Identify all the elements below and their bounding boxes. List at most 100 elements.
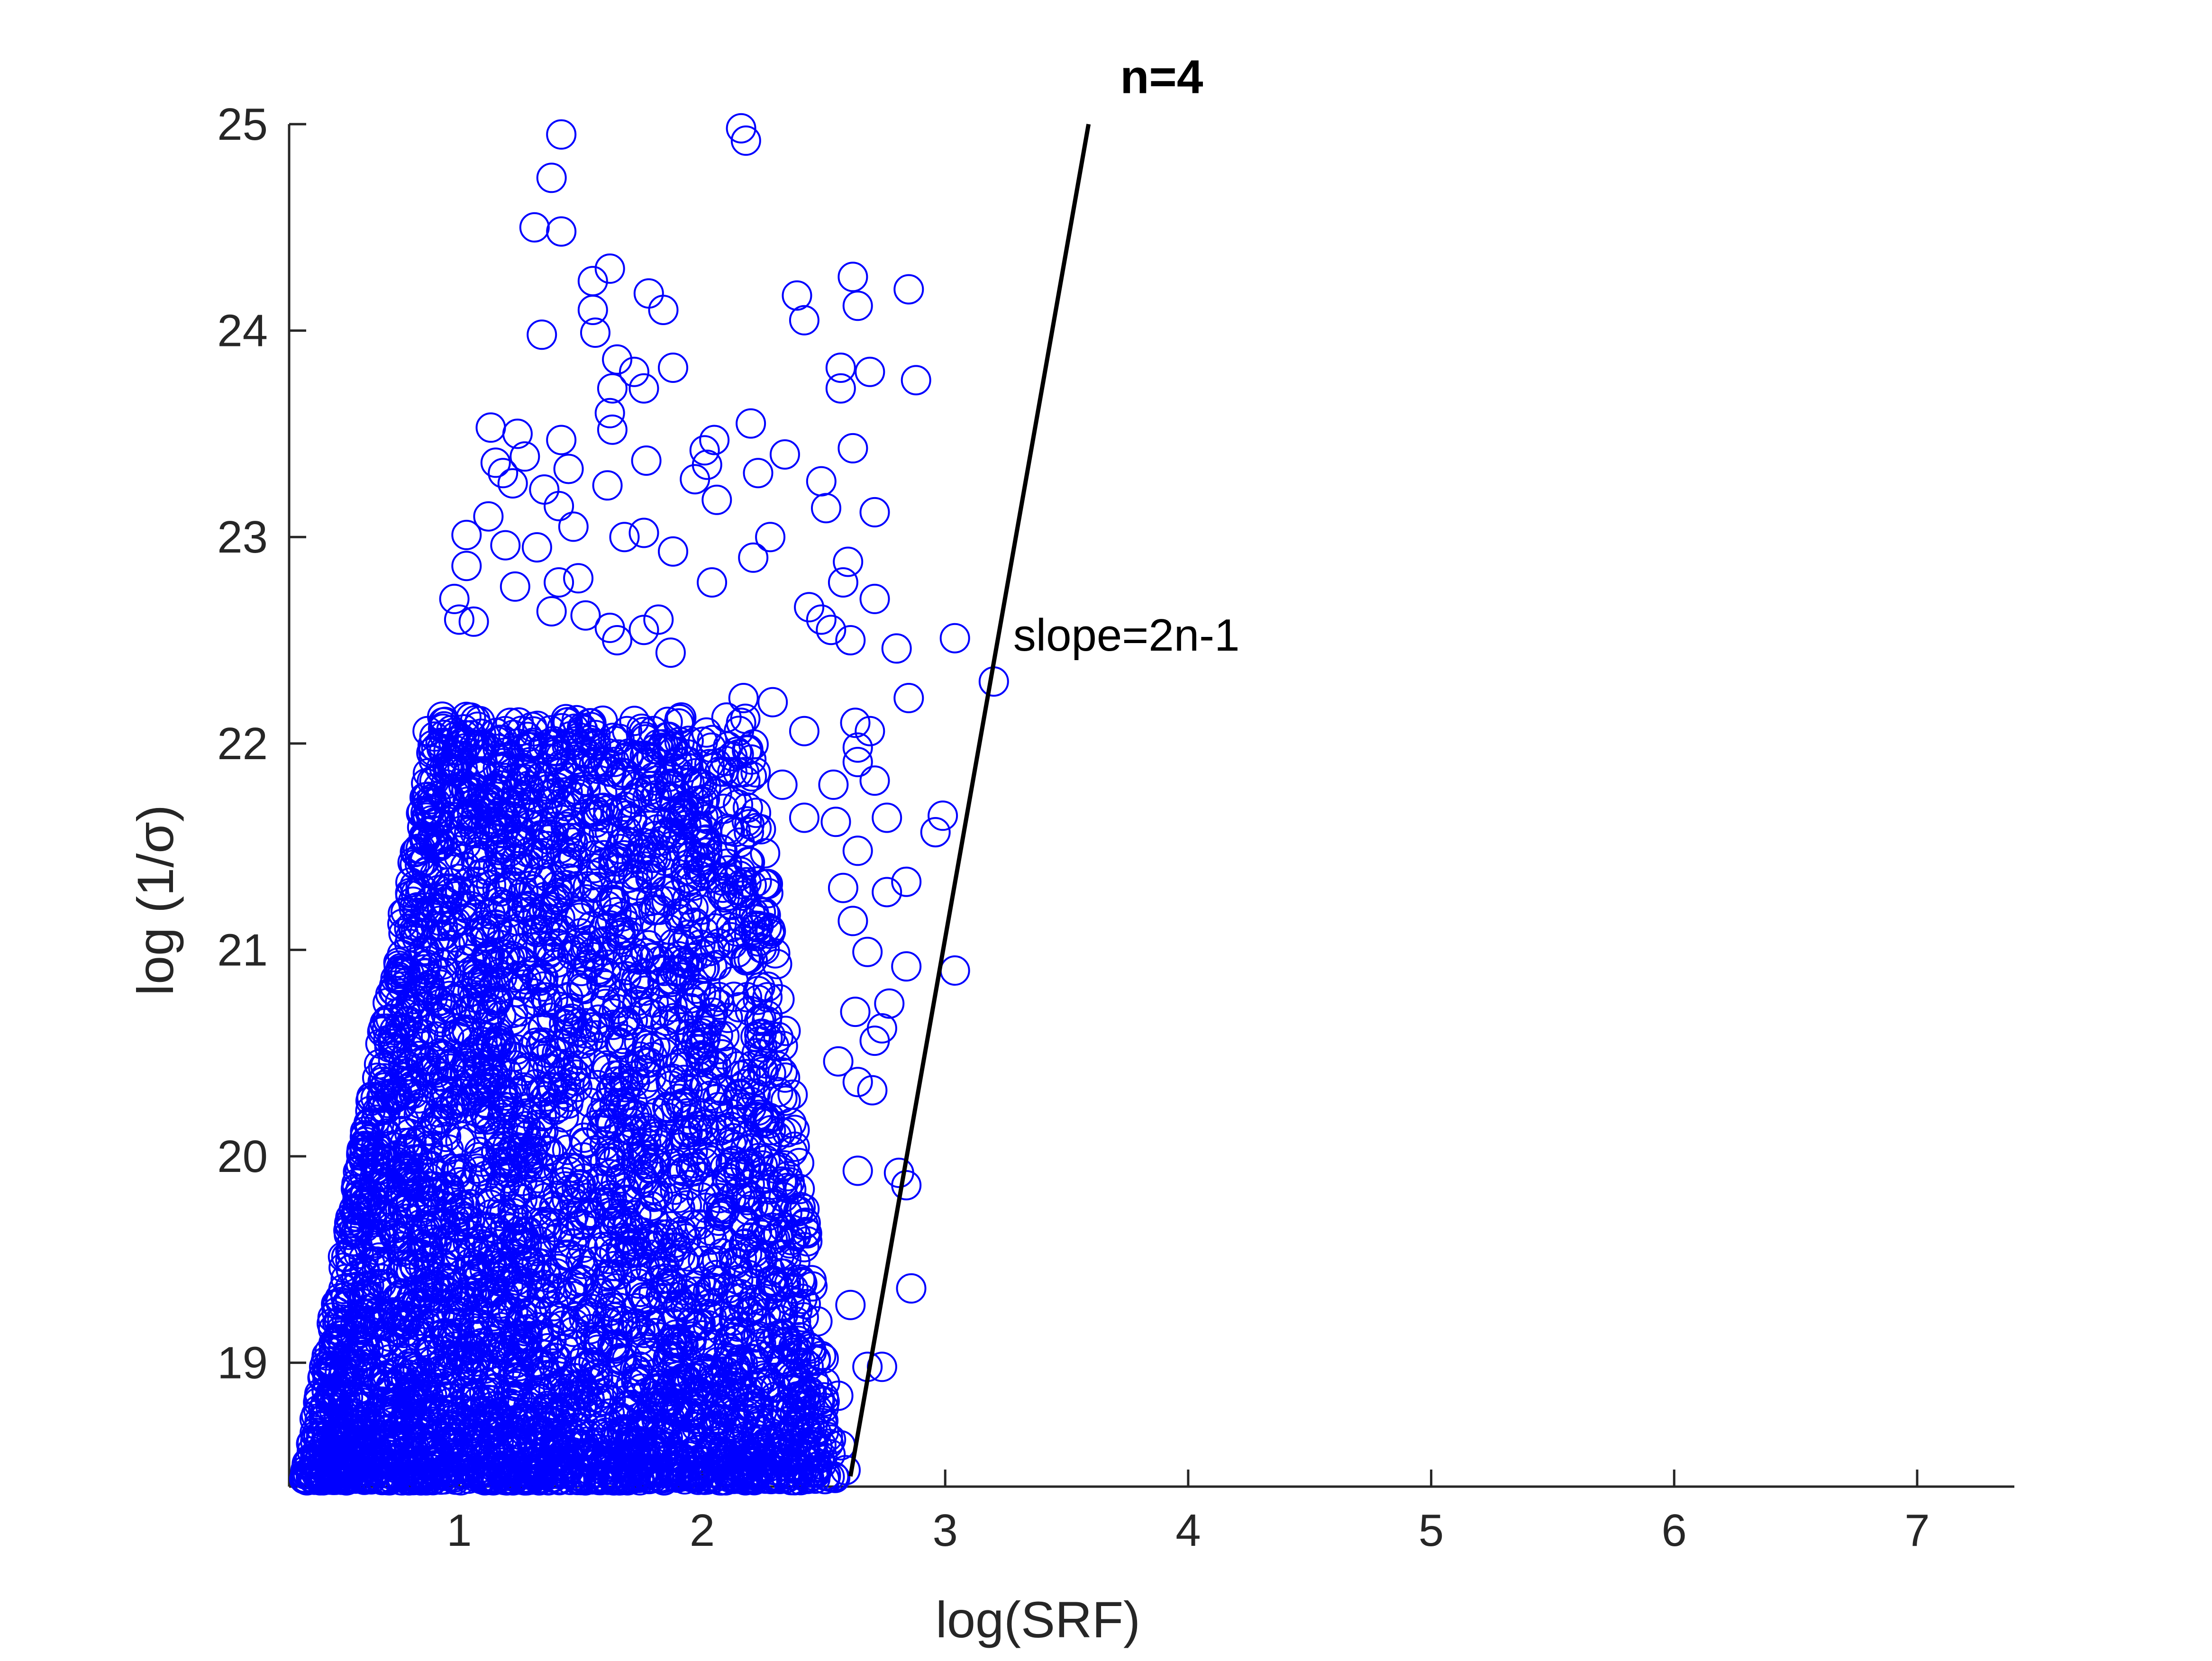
scatter-point [349, 1131, 380, 1162]
scatter-point [451, 551, 482, 581]
scatter-point [662, 1332, 692, 1362]
scatter-point [379, 1023, 410, 1053]
scatter-point [596, 1190, 627, 1221]
scatter-point [383, 1223, 414, 1253]
scatter-point [354, 1298, 385, 1329]
scatter-point [427, 893, 457, 924]
scatter-point [697, 725, 728, 755]
scatter-point [365, 1028, 396, 1059]
scatter-point [857, 1075, 888, 1106]
scatter-point [427, 1414, 457, 1445]
scatter-point [630, 1332, 661, 1362]
scatter-point [765, 1344, 796, 1375]
scatter-point [312, 1356, 343, 1387]
scatter-point [459, 1037, 490, 1068]
scatter-point [496, 1426, 527, 1457]
scatter-point [693, 1298, 724, 1329]
scatter-point [459, 744, 490, 775]
scatter-point [671, 1125, 702, 1156]
y-tick-label: 19 [217, 1338, 268, 1389]
scatter-point [473, 944, 504, 975]
scatter-point [423, 1104, 454, 1135]
scatter-point [628, 373, 659, 404]
scatter-point [527, 319, 557, 350]
scatter-point [668, 1119, 699, 1150]
scatter-point [528, 1355, 559, 1386]
scatter-point [665, 1132, 695, 1163]
scatter-point [665, 1048, 696, 1079]
scatter-point [762, 1395, 792, 1426]
scatter-point [633, 278, 664, 309]
scatter-point [806, 466, 837, 497]
scatter-point [619, 1066, 650, 1097]
scatter-point [556, 1003, 587, 1034]
scatter-point [421, 1110, 452, 1141]
scatter-point [624, 1041, 655, 1072]
scatter-point [730, 1150, 761, 1180]
y-axis-label: log (1/σ) [127, 805, 184, 996]
scatter-point [588, 848, 619, 879]
scatter-point [755, 522, 786, 553]
scatter-point [431, 1276, 462, 1307]
scatter-point [564, 902, 595, 933]
scatter-point [719, 981, 749, 1012]
scatter-point [541, 1258, 572, 1289]
scatter-point [663, 1365, 693, 1396]
scatter-point [638, 716, 669, 746]
scatter-point [350, 1402, 381, 1433]
scatter-point [490, 716, 520, 746]
scatter-point [658, 353, 688, 383]
scatter-point [563, 1008, 593, 1039]
scatter-point [595, 1159, 626, 1189]
scatter-point [370, 1371, 401, 1402]
scatter-point [553, 707, 583, 737]
scatter-point [349, 1283, 380, 1314]
scatter-point [645, 894, 675, 925]
scatter-point [612, 941, 643, 971]
scatter-point [488, 1146, 519, 1177]
scatter-point [567, 1028, 598, 1059]
scatter-point [679, 987, 710, 1018]
scatter-point [669, 1464, 700, 1495]
scatter-point [718, 1239, 749, 1270]
scatter-point [572, 931, 602, 962]
scatter-point [558, 511, 589, 542]
scatter-point [373, 1404, 403, 1435]
scatter-point [842, 1155, 873, 1186]
scatter-point [466, 1457, 497, 1488]
scatter-point [742, 1458, 773, 1489]
scatter-point [748, 1056, 779, 1087]
scatter-point [617, 803, 647, 834]
y-tick-label: 25 [217, 99, 268, 150]
scatter-point [660, 1397, 691, 1427]
scatter-point [459, 1350, 490, 1380]
scatter-point [676, 1400, 707, 1431]
scatter-point [734, 809, 765, 840]
scatter-point [467, 858, 498, 889]
scatter-point [473, 1281, 504, 1312]
scatter-point [866, 1013, 897, 1044]
scatter-point [466, 718, 496, 749]
scatter-point [473, 501, 504, 532]
scatter-point [322, 1424, 353, 1455]
scatter-point [479, 1416, 510, 1447]
scatter-point [859, 765, 890, 796]
scatter-point [794, 592, 825, 623]
scatter-point [524, 1460, 555, 1490]
scatter-point [855, 716, 885, 746]
x-axis-label: log(SRF) [936, 1591, 1140, 1648]
scatter-point [893, 274, 924, 305]
scatter-point [292, 1464, 323, 1495]
scatter-point [488, 458, 519, 489]
scatter-point [809, 1392, 839, 1423]
scatter-point [539, 811, 570, 842]
scatter-point [536, 163, 567, 193]
scatter-point [334, 1364, 365, 1395]
scatter-point [380, 1444, 411, 1475]
scatter-point [584, 1399, 615, 1430]
scatter-point [510, 441, 540, 472]
scatter-point [492, 1131, 523, 1162]
scatter-point [591, 957, 621, 988]
scatter-point [529, 819, 560, 850]
scatter-point [444, 1211, 475, 1242]
